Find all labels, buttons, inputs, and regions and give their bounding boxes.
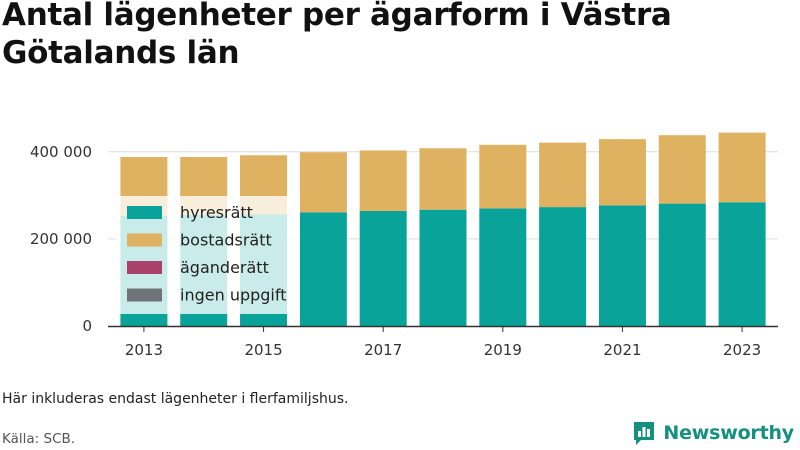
bar-segment[interactable] [479,208,527,326]
legend-swatch [127,261,162,274]
x-tick-label: 2021 [603,341,641,359]
bar-segment[interactable] [539,142,587,208]
x-tick-label: 2013 [125,341,163,359]
bar-segment[interactable] [539,207,587,326]
source-text: Källa: SCB. [2,431,76,447]
bar-segment[interactable] [419,148,467,210]
bar-segment[interactable] [359,211,407,326]
legend-label: hyresrätt [180,203,253,222]
y-tick-label: 400 000 [30,143,92,161]
legend-label: ingen uppgift [180,286,287,305]
chart-title: Antal lägenheter per ägarform i Västra G… [2,0,672,71]
bar-segment[interactable] [598,139,646,206]
x-tick-label: 2017 [364,341,402,359]
legend-swatch [127,288,162,302]
brand-name: Newsworthy [663,422,794,444]
axes: 0 200 000 400 000 2013 2015 2017 2019 2021 2023 [30,143,778,359]
x-tick-label: 2015 [244,341,282,359]
bar-segment[interactable] [299,212,347,326]
bar-chart-speech-icon [634,422,655,445]
bar-segment[interactable] [299,152,347,213]
legend: hyresrätt bostadsrätt äganderätt ingen uppg… [116,196,300,314]
bar-segment[interactable] [359,150,407,212]
bar-segment[interactable] [658,203,706,326]
brand-logo[interactable]: Newsworthy [632,420,794,446]
bar-segment[interactable] [718,132,766,203]
bar-segment[interactable] [718,202,766,326]
bar-segment[interactable] [419,209,467,326]
x-tick-label: 2023 [723,341,761,359]
legend-label: bostadsrätt [180,231,272,250]
footnote: Här inkluderas endast lägenheter i flerf… [2,391,349,407]
y-tick-label: 200 000 [30,230,92,248]
bar-segment[interactable] [479,144,527,209]
x-tick-label: 2019 [484,341,522,359]
legend-swatch [127,233,162,247]
legend-swatch [127,206,162,219]
y-tick-label: 0 [82,317,92,335]
bar-segment[interactable] [598,205,646,326]
legend-label: äganderätt [180,258,269,277]
bar-segment[interactable] [658,135,706,204]
